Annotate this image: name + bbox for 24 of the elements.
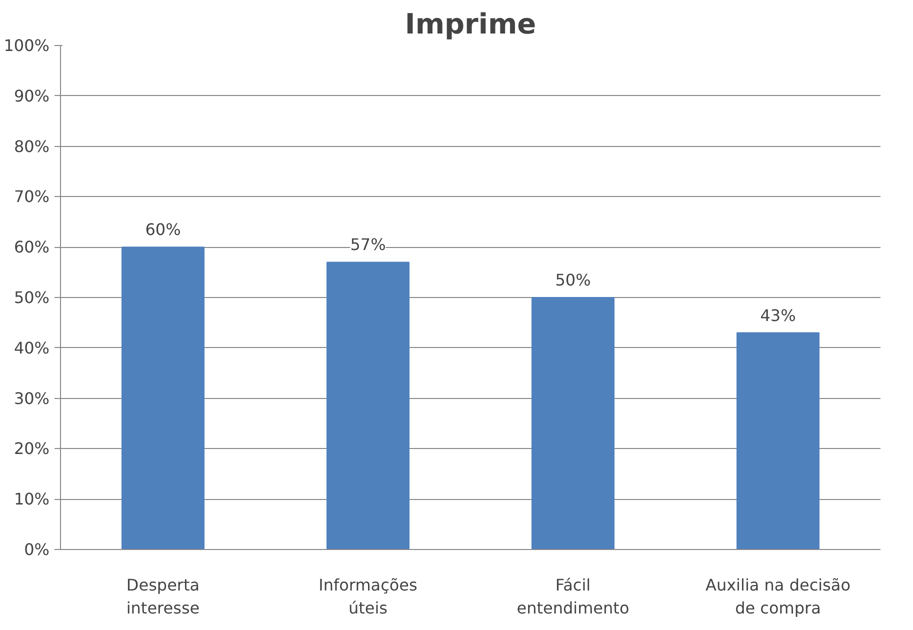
bar	[736, 332, 820, 550]
data-label: 57%	[350, 235, 386, 254]
y-tick-label: 20%	[14, 439, 50, 458]
bar	[532, 297, 614, 550]
y-tick-label: 60%	[14, 238, 50, 257]
y-tick-label: 70%	[14, 187, 50, 206]
x-tick-label: Desperta interesse	[126, 576, 200, 618]
y-tick-label: 30%	[14, 388, 50, 408]
y-tick-label: 100%	[4, 36, 50, 55]
x-tick-label: Auxilia na decisão de compra	[706, 576, 850, 618]
y-tick-label: 40%	[14, 338, 50, 358]
x-tick-label: Fácil entendimento	[516, 576, 630, 618]
chart-title: Imprime	[404, 8, 536, 40]
data-label: 60%	[145, 220, 181, 240]
x-tick-label: Informações úteis	[318, 576, 418, 618]
y-tick-label: 90%	[14, 86, 50, 106]
y-tick-label: 80%	[14, 136, 50, 156]
y-tick-label: 0%	[24, 540, 50, 559]
data-label: 50%	[555, 270, 591, 290]
y-tick-label: 50%	[14, 288, 50, 307]
bar	[326, 262, 410, 550]
bar	[122, 246, 204, 550]
y-tick-label: 10%	[14, 490, 50, 509]
data-label: 43%	[760, 306, 796, 325]
